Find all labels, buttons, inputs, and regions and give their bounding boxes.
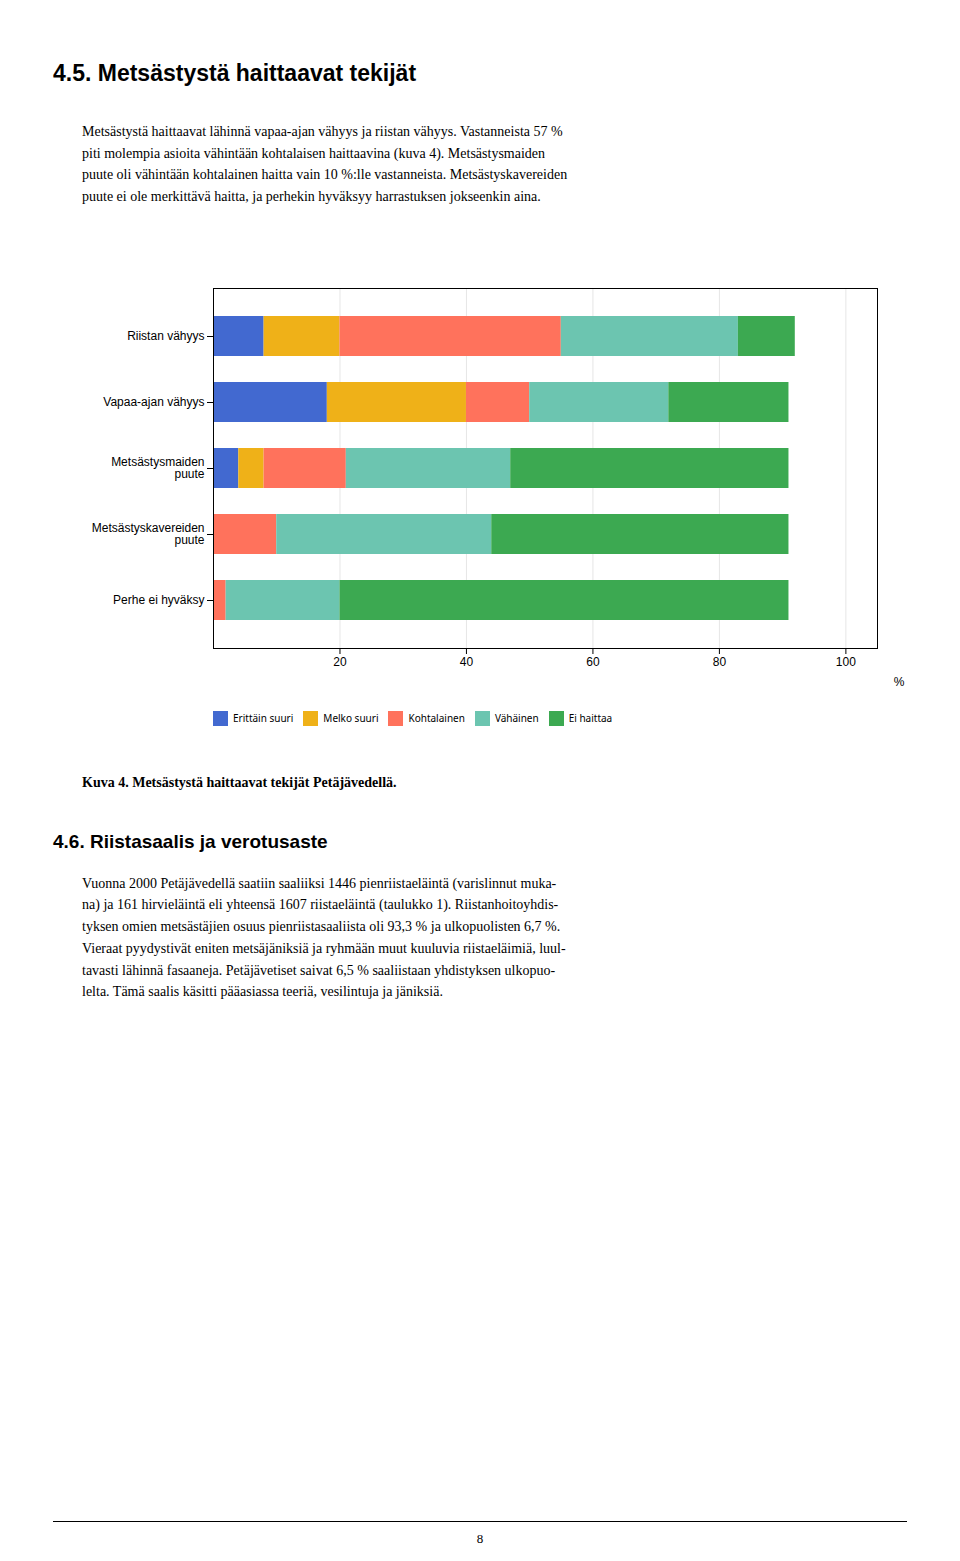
html-text:Erittäin suuri: Erittäin suuri (233, 711, 294, 726)
svg-text:40: 40 (460, 655, 474, 669)
html-text:Melko suuri: Melko suuri (323, 711, 379, 726)
html-text:4.5. Metsästystä haittaavat te: 4.5. Metsästystä haittaavat tekijät (53, 60, 417, 86)
svg-text:60: 60 (586, 655, 600, 669)
svg-text:Vapaa-ajan vähyys: Vapaa-ajan vähyys (103, 395, 204, 409)
svg-text:Riistan vähyys: Riistan vähyys (127, 329, 204, 343)
html-text:8: 8 (476, 1531, 484, 1546)
svg-text:Metsästysmaidenpuute: Metsästysmaidenpuute (111, 455, 205, 481)
svg-text:20: 20 (333, 655, 347, 669)
svg-text:80: 80 (713, 655, 727, 669)
svg-text:Metsästyskavereidenpuute: Metsästyskavereidenpuute (92, 521, 205, 547)
html-text:4.6. Riistasaalis ja verotusas: 4.6. Riistasaalis ja verotusaste (53, 830, 328, 852)
html-text:Ei haittaa: Ei haittaa (568, 711, 613, 726)
html-text:Vuonna 2000 Petäjävedellä saat: Vuonna 2000 Petäjävedellä saatiin saalii… (82, 875, 566, 1000)
html-text:Kohtalainen: Kohtalainen (408, 711, 465, 726)
html-text:Metsästystä haittaavat lähinnä: Metsästystä haittaavat lähinnä vapaa-aja… (82, 124, 568, 205)
svg-text:100: 100 (836, 655, 856, 669)
svg-text:Perhe ei hyväksy: Perhe ei hyväksy (113, 593, 204, 607)
html-text:Vähäinen: Vähäinen (494, 711, 539, 726)
html-text:Kuva 4. Metsästystä haittaavat: Kuva 4. Metsästystä haittaavat tekijät P… (82, 774, 397, 790)
svg-text:%: % (894, 674, 905, 688)
